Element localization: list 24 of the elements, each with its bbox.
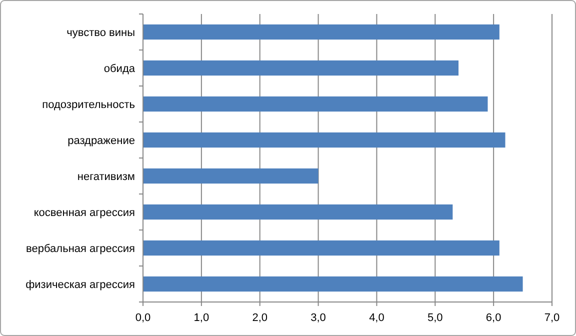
x-tick-label: 6,0 xyxy=(486,312,502,324)
bar xyxy=(143,240,500,256)
bar xyxy=(143,24,500,40)
x-tick-label: 3,0 xyxy=(310,312,326,324)
y-tick-label: чувство вины xyxy=(66,26,136,39)
x-tick-label: 7,0 xyxy=(544,312,560,324)
x-tick-label: 5,0 xyxy=(427,312,443,324)
bar xyxy=(143,168,318,184)
y-tick-label: вербальная агрессия xyxy=(26,242,136,255)
bar xyxy=(143,60,459,76)
x-tick-label: 4,0 xyxy=(369,312,384,324)
bar xyxy=(143,96,488,112)
y-tick-label: раздражение xyxy=(68,134,135,147)
y-tick-label: обида xyxy=(104,62,136,75)
y-tick-label: косвенная агрессия xyxy=(34,206,136,219)
y-tick-label: негативизм xyxy=(77,170,135,183)
bar xyxy=(143,204,453,220)
y-tick-label: физическая агрессия xyxy=(26,278,136,291)
x-tick-label: 0,0 xyxy=(135,312,151,324)
y-tick-label: подозрительность xyxy=(42,98,136,111)
x-tick-label: 1,0 xyxy=(194,312,210,324)
bar xyxy=(143,132,506,148)
bar xyxy=(143,276,523,292)
x-tick-label: 2,0 xyxy=(252,312,268,324)
